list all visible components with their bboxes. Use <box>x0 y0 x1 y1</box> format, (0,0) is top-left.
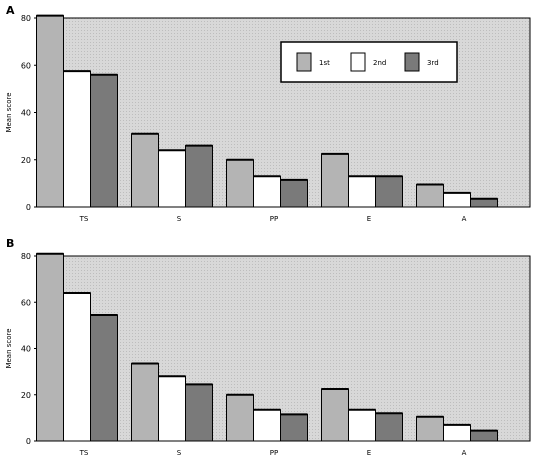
bar-2nd-s <box>158 375 186 442</box>
x-tick-label: PP <box>270 449 278 457</box>
y-tick-label: 20 <box>21 156 31 165</box>
x-tick-label: A <box>462 215 467 223</box>
bar-2nd-pp <box>253 409 281 442</box>
x-tick-label: S <box>177 215 182 223</box>
bar-3rd-a <box>470 430 498 442</box>
bar-1st-ts <box>36 15 64 208</box>
plot-area <box>37 255 531 442</box>
bar-1st-s <box>131 363 159 442</box>
panel-label: B <box>6 237 14 250</box>
y-axis-label: Mean score <box>5 328 13 368</box>
legend-swatch-2nd <box>350 52 366 72</box>
bar-2nd-s <box>158 149 186 208</box>
x-tick-label: TS <box>79 215 89 223</box>
bar-2nd-pp <box>253 175 281 208</box>
x-tick-label: E <box>367 449 371 457</box>
bar-1st-pp <box>226 159 254 208</box>
y-tick-label: 20 <box>21 391 31 400</box>
panel-label: A <box>6 4 15 17</box>
legend-swatch-3rd <box>404 52 420 72</box>
bar-3rd-pp <box>280 179 308 208</box>
bar-3rd-s <box>185 383 213 442</box>
bar-1st-a <box>416 184 444 208</box>
y-tick-label: 80 <box>21 14 31 23</box>
bar-2nd-e <box>348 409 376 442</box>
bar-3rd-e <box>375 412 403 442</box>
bar-2nd-a <box>443 424 471 442</box>
y-tick-label: 40 <box>21 109 31 118</box>
bar-1st-ts <box>36 253 64 442</box>
legend-swatch-1st <box>296 52 312 72</box>
y-tick-label: 80 <box>21 252 31 261</box>
bar-3rd-a <box>470 198 498 208</box>
bar-1st-e <box>321 153 349 208</box>
x-tick-label: E <box>367 215 371 223</box>
y-tick-label: 0 <box>26 203 31 212</box>
x-tick-label: A <box>462 449 467 457</box>
bar-1st-a <box>416 416 444 442</box>
bar-3rd-ts <box>90 74 118 208</box>
bar-3rd-e <box>375 175 403 208</box>
y-tick-label: 60 <box>21 298 31 307</box>
legend-label: 3rd <box>427 59 439 67</box>
bar-1st-s <box>131 133 159 208</box>
bar-2nd-e <box>348 175 376 208</box>
bar-2nd-ts <box>63 70 91 208</box>
bar-3rd-ts <box>90 314 118 442</box>
x-tick-label: PP <box>270 215 278 223</box>
bar-2nd-a <box>443 192 471 208</box>
y-tick-label: 0 <box>26 437 31 446</box>
bar-3rd-pp <box>280 413 308 442</box>
panel-a: A 0 20 40 60 80 Mean score TS S PP E A 1st 2nd 3rd <box>5 4 531 223</box>
legend-label: 2nd <box>373 59 386 67</box>
bar-2nd-ts <box>63 292 91 442</box>
legend-label: 1st <box>319 59 330 67</box>
x-tick-label: TS <box>79 449 89 457</box>
bar-1st-e <box>321 388 349 442</box>
panel-b: B 0 20 40 60 80 Mean score TS S PP E A <box>5 237 531 457</box>
bar-3rd-s <box>185 145 213 208</box>
y-tick-label: 40 <box>21 345 31 354</box>
y-axis-label: Mean score <box>5 92 13 132</box>
x-tick-label: S <box>177 449 182 457</box>
y-tick-label: 60 <box>21 61 31 70</box>
bar-1st-pp <box>226 394 254 442</box>
